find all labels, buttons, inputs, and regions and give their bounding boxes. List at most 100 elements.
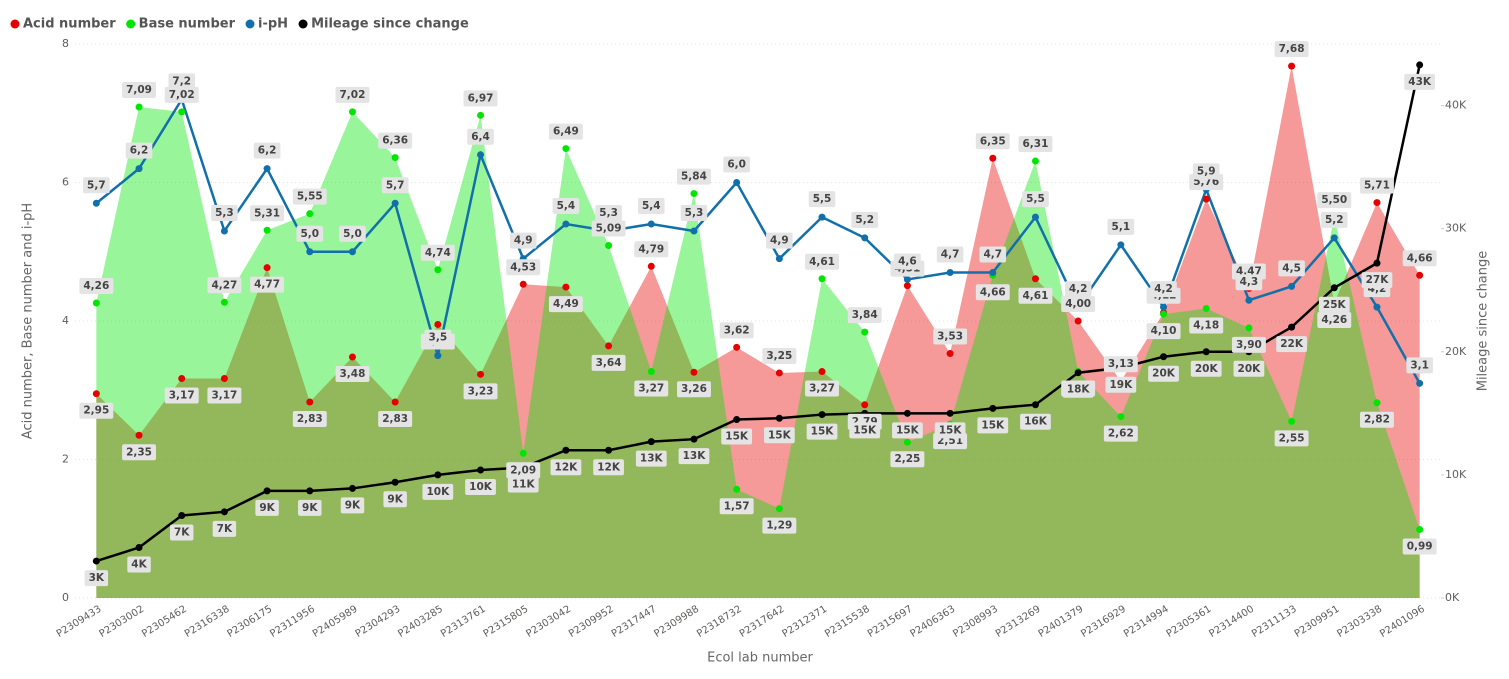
y2-tick-label: 0K xyxy=(1445,591,1460,604)
y2-tick-label: 40K xyxy=(1445,99,1467,112)
data-label-bg xyxy=(1189,317,1224,334)
data-label: 15K xyxy=(849,422,881,439)
data-label-text: 4,26 xyxy=(1321,314,1347,326)
point xyxy=(178,512,186,520)
data-label: 7,2 xyxy=(168,73,196,90)
data-label-bg xyxy=(250,205,285,222)
y2-tick-label: 20K xyxy=(1445,345,1467,358)
x-tick-label: P2315697 xyxy=(866,604,915,640)
data-label: 3,17 xyxy=(207,387,242,404)
data-label: 4,49 xyxy=(548,296,583,313)
point xyxy=(989,404,997,412)
point xyxy=(989,269,997,277)
data-label: 43K xyxy=(1404,73,1436,90)
data-label-text: 5,55 xyxy=(297,191,323,203)
data-label: 3,53 xyxy=(933,328,968,345)
data-label-text: 15K xyxy=(896,424,920,436)
legend-marker xyxy=(245,19,255,29)
data-label-text: 3,27 xyxy=(809,383,835,395)
data-label-text: 12K xyxy=(555,461,579,473)
data-label: 9K xyxy=(383,491,407,508)
point xyxy=(306,248,314,256)
data-label-text: 13K xyxy=(683,450,707,462)
point xyxy=(818,411,826,419)
data-label: 20K xyxy=(1148,365,1179,382)
point xyxy=(263,264,271,272)
data-label-text: 9K xyxy=(302,502,318,514)
point xyxy=(306,487,314,495)
data-label: 15K xyxy=(892,422,923,439)
point xyxy=(605,242,613,250)
data-label: 9K xyxy=(340,497,365,514)
data-label-text: 20K xyxy=(1195,363,1219,375)
point xyxy=(903,438,911,446)
data-label-text: 4,7 xyxy=(941,249,960,261)
x-tick-label: P2316338 xyxy=(183,604,232,640)
point xyxy=(1373,399,1381,407)
data-label: 2,09 xyxy=(506,462,541,479)
data-label: 4,66 xyxy=(975,284,1010,301)
data-label-text: 6,31 xyxy=(1023,138,1049,150)
data-label-bg xyxy=(806,423,838,440)
data-label-text: 3,17 xyxy=(211,389,237,401)
data-label: 4,77 xyxy=(250,276,285,293)
data-label-bg xyxy=(335,86,370,103)
data-label-text: 3,64 xyxy=(596,357,622,369)
data-label-bg xyxy=(168,73,196,90)
data-label-text: 5,0 xyxy=(343,228,362,240)
data-label-bg xyxy=(680,204,708,221)
data-label-text: 5,3 xyxy=(215,207,234,219)
data-label-text: 5,09 xyxy=(596,223,622,235)
data-label-text: 5,3 xyxy=(599,207,618,219)
data-label-bg xyxy=(593,459,624,476)
point xyxy=(818,213,826,221)
data-label: 4,61 xyxy=(805,253,839,270)
legend-label: Acid number xyxy=(23,17,116,32)
data-label: 5,4 xyxy=(552,198,580,215)
data-label-bg xyxy=(1103,356,1138,373)
data-label-text: 5,31 xyxy=(254,207,280,219)
data-label: 2,83 xyxy=(378,411,413,428)
point xyxy=(348,353,356,361)
data-label-text: 1,29 xyxy=(766,520,792,532)
data-label-bg xyxy=(463,383,498,400)
point xyxy=(477,111,485,119)
line-layer xyxy=(95,64,1421,563)
data-label: 13K xyxy=(678,448,710,465)
point xyxy=(1031,401,1039,409)
data-label-bg xyxy=(164,86,199,103)
x-tick-label: P2315538 xyxy=(823,604,872,640)
data-label-bg xyxy=(763,427,795,444)
data-label-text: 4,61 xyxy=(1023,290,1049,302)
x-tick-label: P2314994 xyxy=(1122,604,1171,640)
data-label: 3,5 xyxy=(424,329,452,346)
data-label: 7,09 xyxy=(122,82,156,99)
data-label-bg xyxy=(1276,336,1307,353)
data-label-text: 2,35 xyxy=(126,446,152,458)
point xyxy=(519,449,527,457)
area xyxy=(96,107,1420,598)
data-label-bg xyxy=(678,448,710,465)
data-label-bg xyxy=(635,450,667,467)
y-tick-label: 0 xyxy=(62,591,69,604)
data-label: 4,3 xyxy=(1235,274,1263,291)
x-tick-label: P2309952 xyxy=(567,604,616,640)
data-label-text: 4,7 xyxy=(983,249,1002,261)
legend-label: i-pH xyxy=(258,17,288,32)
data-label: 3,64 xyxy=(591,354,626,371)
point xyxy=(861,401,869,409)
point xyxy=(818,275,826,283)
data-label-bg xyxy=(506,259,541,276)
point xyxy=(263,226,271,234)
legend-marker xyxy=(298,19,308,29)
label-layer: 2,952,353,173,174,772,833,482,833,953,23… xyxy=(79,41,1437,587)
point xyxy=(946,269,954,277)
x-tick-label: P2317642 xyxy=(738,604,787,640)
data-label-text: 4,61 xyxy=(809,256,835,268)
point xyxy=(647,368,655,376)
x-tick-label: P2314400 xyxy=(1207,604,1256,640)
point xyxy=(1074,317,1082,325)
data-label-bg xyxy=(79,277,114,294)
data-label-bg xyxy=(122,444,156,461)
data-label: 4,2 xyxy=(1150,281,1177,298)
